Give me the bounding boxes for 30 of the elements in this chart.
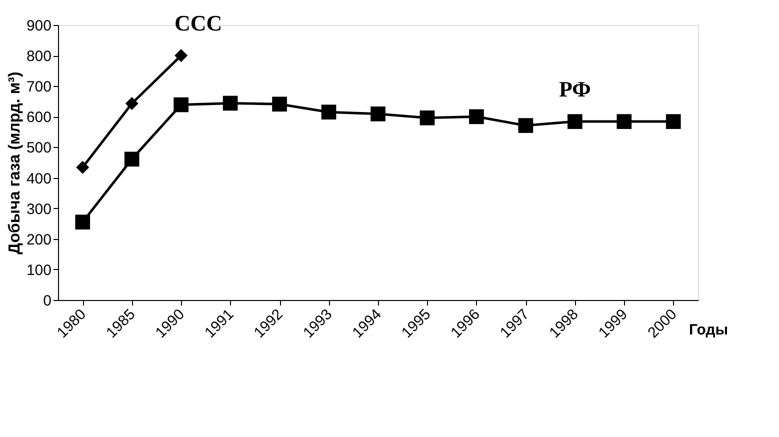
point	[174, 97, 188, 112]
point	[174, 49, 188, 62]
y-tick-label: 300	[26, 200, 52, 218]
point	[370, 106, 386, 122]
y-tick-label: 600	[26, 109, 52, 126]
point	[321, 104, 336, 120]
point	[666, 114, 681, 129]
point	[469, 109, 484, 124]
point	[222, 96, 238, 111]
y-tick-label: 100	[26, 262, 52, 279]
point	[125, 97, 138, 110]
point	[76, 160, 90, 174]
point	[272, 96, 287, 112]
x-axis-title: Годы	[688, 322, 728, 338]
series-label: РФ	[558, 76, 591, 102]
point	[518, 118, 534, 133]
y-tick-label: 200	[26, 231, 52, 248]
y-tick-label: 0	[43, 292, 52, 310]
point	[75, 214, 90, 230]
y-tick-label: 700	[26, 78, 52, 96]
point	[616, 114, 632, 129]
point	[124, 152, 140, 167]
y-tick-label: 400	[26, 170, 52, 188]
y-tick-label: 900	[26, 18, 52, 34]
point	[568, 114, 582, 129]
y-tick-label: 500	[26, 140, 52, 157]
point	[420, 110, 435, 126]
y-axis-title: Добыча газа (млрд. м³)	[6, 72, 24, 254]
y-tick-label: 800	[26, 48, 52, 66]
series-label: ССС	[174, 10, 222, 36]
